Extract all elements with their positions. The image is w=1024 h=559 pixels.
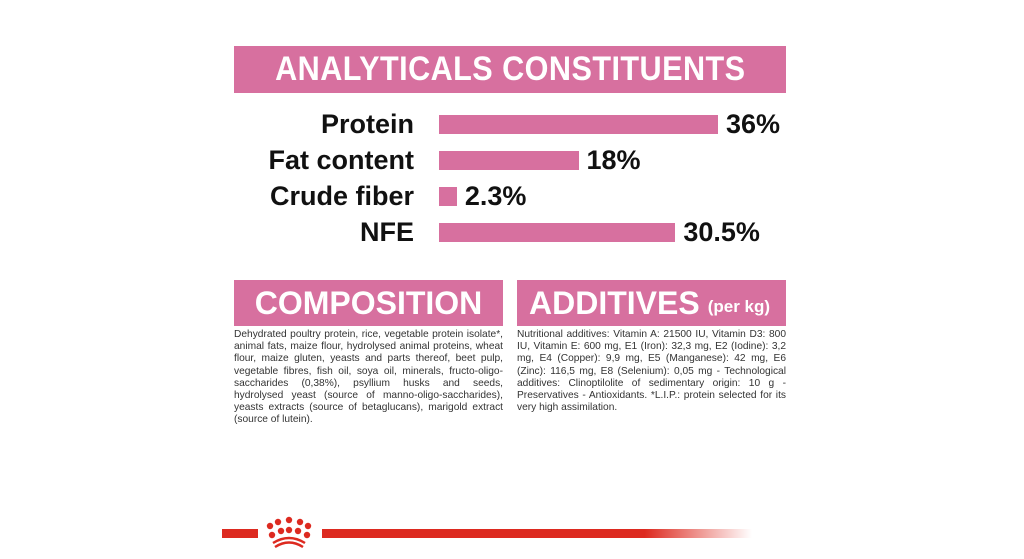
additives-header: ADDITIVES (per kg) (517, 280, 786, 326)
category-label: Crude fiber (269, 181, 414, 211)
category-label: Fat content (268, 145, 415, 175)
crown-logo-icon (266, 516, 312, 549)
value-label: 30.5% (683, 217, 760, 247)
composition-title: COMPOSITION (254, 284, 483, 321)
chart-row: NFE 30.5% (0, 214, 1024, 250)
red-line-left (222, 529, 258, 538)
additives-text: Nutritional additives: Vitamin A: 21500 … (517, 329, 786, 414)
composition-text: Dehydrated poultry protein, rice, vegeta… (234, 329, 503, 426)
chart-row: Crude fiber 2.3% (0, 178, 1024, 214)
composition-header: COMPOSITION (234, 280, 503, 326)
category-label: NFE (360, 217, 414, 247)
additives-title: ADDITIVES (529, 284, 700, 321)
value-bar (439, 223, 676, 242)
category-label: Protein (320, 109, 414, 139)
additives-subtitle: (per kg) (707, 297, 771, 316)
value-bar (439, 151, 579, 170)
chart-row: Fat content 18% (0, 142, 1024, 178)
chart-row: Protein 36% (0, 106, 1024, 142)
red-line-right (322, 529, 752, 538)
header-title: ANALYTICALS CONSTITUENTS (274, 50, 746, 88)
value-label: 2.3% (464, 181, 527, 211)
analytical-constituents-header: ANALYTICALS CONSTITUENTS (234, 46, 786, 93)
value-label: 18% (586, 145, 641, 175)
value-bar (439, 115, 718, 134)
footer-brand-line (222, 516, 752, 549)
value-bar (439, 187, 457, 206)
value-label: 36% (726, 109, 781, 139)
